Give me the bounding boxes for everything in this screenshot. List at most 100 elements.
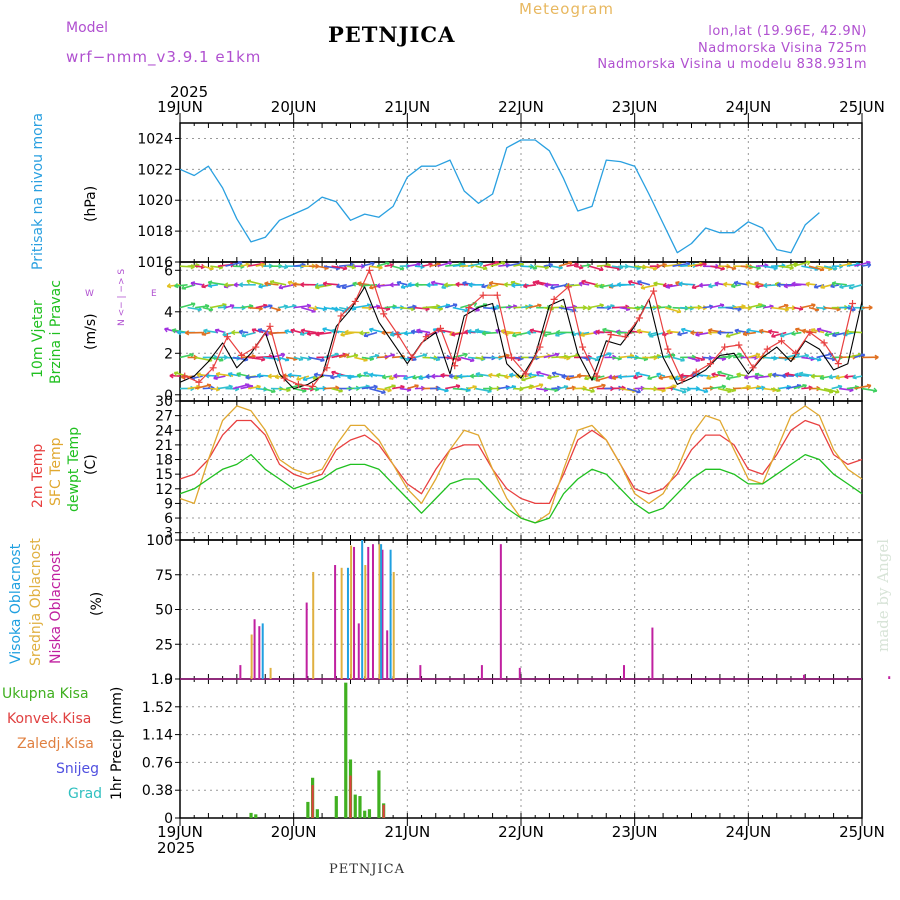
wind-arrow-head <box>522 283 528 289</box>
wind-arrow-head <box>431 373 436 379</box>
wind-arrow-head <box>835 374 840 380</box>
cloud_mid-bar <box>340 567 343 679</box>
wind-gust-marker <box>294 380 302 388</box>
wind-arrow-head <box>315 331 320 337</box>
altitude: Nadmorska Visina 725m <box>698 41 867 56</box>
wind-gust-marker <box>763 345 771 353</box>
wind-arrow <box>744 375 757 379</box>
wind-arrow-head <box>607 352 612 358</box>
wind-arrow <box>550 284 567 289</box>
wind-arrow <box>460 356 475 362</box>
wind-arrow-head <box>866 383 872 389</box>
wind-arrow <box>376 387 392 392</box>
wind-arrow-head <box>520 376 526 382</box>
wind-arrow-head <box>347 374 352 380</box>
wind-arrow <box>801 303 816 309</box>
wind-arrow <box>240 305 254 309</box>
wind-arrow-head <box>469 373 475 379</box>
wind-gust-marker <box>266 322 274 330</box>
wind-arrow <box>748 265 761 270</box>
wind-arrow-head <box>636 328 641 334</box>
wind-arrow <box>823 356 837 361</box>
wind-arrow-head <box>653 281 658 287</box>
wind-arrow-head <box>676 308 682 314</box>
wind-arrow-head <box>257 328 263 334</box>
wind-arrow <box>528 373 544 377</box>
wind-arrow-head <box>576 373 582 379</box>
wind-gust-line <box>184 269 854 388</box>
wind-arrow <box>195 305 210 309</box>
wind-arrow-head <box>791 330 796 336</box>
wind-arrow <box>445 384 461 390</box>
wind-arrow-head <box>369 284 374 290</box>
wind-arrow-head <box>805 260 811 266</box>
wind-arrow-head <box>599 283 604 289</box>
wind-arrow <box>699 284 711 287</box>
wind-arrow-head <box>181 284 186 290</box>
wind-arrow-head <box>403 375 408 381</box>
wind-arrow <box>748 386 761 390</box>
wind-arrow-head <box>811 303 816 309</box>
wind-gust-marker <box>536 343 544 351</box>
wind-arrow-head <box>805 281 810 287</box>
wind-arrow-head <box>222 331 227 337</box>
wind-gust-marker <box>721 343 729 351</box>
wind-arrow <box>248 385 261 390</box>
wind-arrow-head <box>580 331 585 338</box>
wind-arrow-head <box>472 385 478 391</box>
wind-arrow-head <box>721 384 727 390</box>
wind-arrow-head <box>565 375 571 381</box>
wind-arrow-head <box>763 282 768 289</box>
wind-arrow <box>278 284 294 289</box>
wind-arrow-head <box>616 281 622 288</box>
wind-arrow-head <box>496 372 501 379</box>
legend-precip-snow: Snijeg <box>56 761 100 777</box>
cloud_low-bar <box>518 667 521 679</box>
wind-arrow <box>498 354 510 359</box>
wind-arrow-head <box>852 374 857 380</box>
wind-arrow <box>296 375 310 381</box>
wind-arrow-head <box>617 374 623 380</box>
wind-arrow <box>278 265 288 269</box>
wind-arrow <box>232 383 250 390</box>
wind-arrow <box>255 304 268 309</box>
wind-arrow-head <box>767 329 773 335</box>
wind-arrow <box>460 387 471 392</box>
wind-arrow-head <box>425 373 430 380</box>
wind-arrow-head <box>594 282 599 289</box>
tsfc-line <box>179 405 863 524</box>
wind-arrow-head <box>511 332 517 338</box>
wind-arrow-head <box>658 374 663 380</box>
wind-arrow <box>257 328 272 334</box>
wind-arrow <box>528 304 542 309</box>
wind-arrow-head <box>468 282 473 288</box>
wind-arrow <box>285 356 298 360</box>
wind-gust-marker <box>209 364 217 372</box>
precip_conv-bar <box>311 785 314 818</box>
wind-arrow-head <box>779 332 785 338</box>
wind-arrow <box>504 331 522 335</box>
wind-arrow-head <box>725 375 731 381</box>
wind-arrow <box>791 331 802 335</box>
wind-arrow-head <box>246 279 252 285</box>
wind-arrow <box>710 385 726 390</box>
wind-gust-marker <box>323 364 331 372</box>
wind-arrow <box>710 265 725 270</box>
wind-arrow-head <box>725 332 731 338</box>
wind-arrow <box>558 261 573 267</box>
y-tick-label: 0.76 <box>142 755 173 771</box>
wind-arrow <box>558 306 577 312</box>
wind-arrow <box>808 265 825 271</box>
wind-arrow-head <box>356 372 362 379</box>
wind-arrow <box>241 331 256 337</box>
wind-arrow <box>315 284 332 289</box>
wind-arrow-head <box>698 282 704 288</box>
x-tick-label-top: 20JUN <box>271 98 317 116</box>
wind-arrow-head <box>784 371 790 378</box>
y-tick-label: 27 <box>155 409 173 425</box>
wind-arrow-head <box>816 327 822 333</box>
tdew-line <box>179 453 863 524</box>
wind-arrow <box>357 374 370 377</box>
wind-arrow-head <box>678 281 683 287</box>
wind-arrow-head <box>245 374 250 380</box>
